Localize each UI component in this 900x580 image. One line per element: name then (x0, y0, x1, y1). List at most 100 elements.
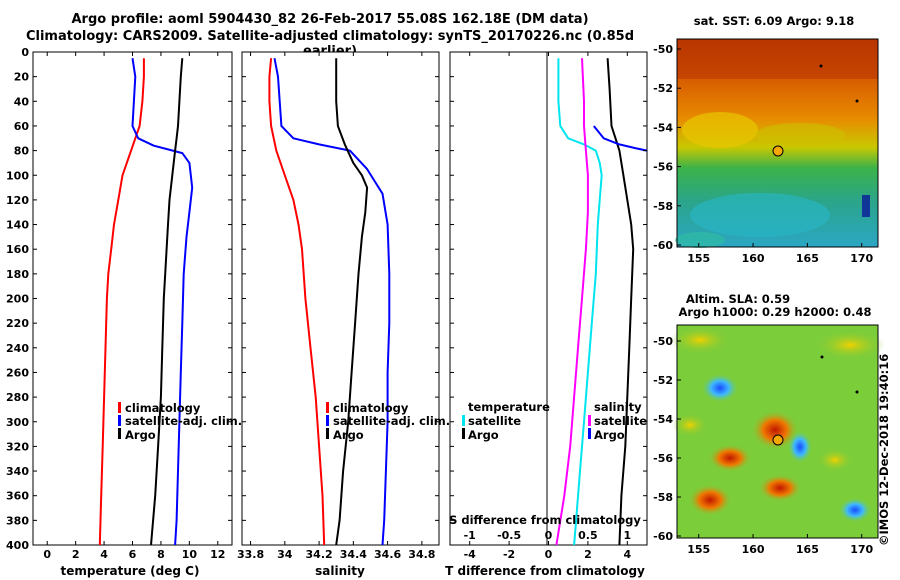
credit-stamp: ©IMOS 12-Dec-2018 19:40:16 (877, 354, 891, 546)
sla-warm-eddy (708, 444, 752, 472)
temperature-legend: climatology satellite-adj. clim. Argo (118, 401, 242, 442)
sla-cold-eddy (839, 498, 871, 522)
s-diff-tick-label: -0.5 (497, 529, 521, 542)
temperature-series (98, 58, 194, 546)
series-line-argo (150, 58, 184, 546)
sla-cold-eddy (788, 431, 812, 463)
salinity-profile-panel: salinity climatology satellite-adj. clim… (237, 51, 450, 578)
depth-tick-label: 280 (6, 391, 29, 404)
lon-tick-label: 160 (742, 543, 765, 556)
sst-cold-region-2 (675, 232, 725, 248)
depth-tick-label: 320 (6, 440, 29, 453)
depth-tick-label: 400 (6, 539, 29, 552)
depth-tick-label: 100 (6, 169, 29, 182)
lat-tick-label: -54 (653, 121, 673, 134)
s-diff-tick-label: 1 (623, 529, 631, 542)
depth-tick-label: 60 (14, 120, 30, 133)
depth-tick-label: 300 (6, 416, 29, 429)
legend-salinity: salinity (594, 400, 642, 414)
lon-tick-label: 165 (796, 543, 819, 556)
legend-t-argo: Argo (468, 428, 499, 442)
series-line-t-satellite (557, 58, 603, 546)
s-diff-tick-label: -1 (464, 529, 476, 542)
sla-warm-eddy (751, 410, 799, 450)
x-tick-label: 34.6 (374, 548, 401, 561)
argo-float-marker (772, 434, 784, 446)
sla-map-frame (676, 324, 879, 539)
lon-tick-label: 170 (850, 543, 873, 556)
depth-tick-label: 240 (6, 342, 29, 355)
x-tick-label: 33.8 (237, 548, 264, 561)
sst-warm-band (677, 39, 878, 79)
legend-swatch-climatology (326, 402, 329, 413)
legend-swatch-climatology (118, 402, 121, 413)
temperature-profile-panel: temperature (deg C) climatology satellit… (6, 46, 242, 578)
depth-tick-label: 340 (6, 465, 29, 478)
sst-dot (855, 99, 859, 103)
depth-tick-label: 180 (6, 268, 29, 281)
lat-tick-label: -52 (653, 374, 673, 387)
legend-swatch-s-satellite (588, 415, 591, 426)
legend-climatology: climatology (125, 401, 201, 415)
depth-tick-label: 40 (14, 95, 30, 108)
depth-tick-label: 360 (6, 490, 29, 503)
legend-argo: Argo (333, 428, 364, 442)
legend-swatch-satellite (118, 415, 121, 426)
series-line-s-argo (593, 125, 648, 152)
legend-swatch-satellite (326, 415, 329, 426)
series-line-s-satellite (555, 58, 589, 546)
difference-axes-frame (449, 51, 648, 546)
series-line-climatology (268, 58, 326, 546)
salinity-x-label: salinity (315, 564, 365, 578)
lat-tick-label: -58 (653, 491, 673, 504)
temperature-axes-frame (32, 51, 233, 546)
lon-tick-label: 155 (687, 252, 710, 265)
depth-tick-label: 20 (14, 71, 30, 84)
difference-x-label: T difference from climatology (445, 564, 645, 578)
x-tick-label: 34.8 (408, 548, 435, 561)
depth-tick-label: 260 (6, 366, 29, 379)
s-difference-axis: -1 -0.5 0 0.5 1 (464, 529, 632, 542)
argo-float-marker (772, 145, 784, 157)
salinity-series (268, 58, 391, 546)
depth-tick-label: 160 (6, 243, 29, 256)
lat-tick-label: -54 (653, 413, 673, 426)
legend-swatch-s-argo (588, 428, 591, 439)
sst-front-yellow-2 (755, 123, 845, 147)
sla-anomaly (817, 448, 853, 472)
series-line-satellite-adj-clim- (273, 58, 391, 546)
lon-tick-label: 165 (796, 252, 819, 265)
sla-anomaly (670, 326, 730, 354)
x-tick-label: -2 (503, 548, 515, 561)
lat-tick-label: -60 (653, 530, 673, 543)
sla-dot (820, 355, 824, 359)
legend-temperature: temperature (468, 400, 550, 414)
x-tick-label: 34.4 (340, 548, 367, 561)
legend-argo: Argo (125, 428, 156, 442)
sst-map: sat. SST: 6.09 Argo: 9.18 155 160 165 170 -5… (653, 14, 879, 265)
sst-map-axes: 155 160 165 170 -50 -52 -54 -56 -58 -60 (653, 43, 873, 265)
depth-tick-label: 0 (21, 46, 29, 59)
x-tick-label: 12 (210, 548, 225, 561)
x-tick-label: 34.2 (306, 548, 333, 561)
sst-dot (819, 64, 823, 68)
series-line-satellite-adj-clim- (131, 58, 194, 546)
x-tick-label: 8 (157, 548, 165, 561)
x-tick-label: 4 (623, 548, 631, 561)
x-tick-label: 10 (182, 548, 198, 561)
depth-tick-label: 120 (6, 194, 29, 207)
legend-s-satellite: satellite (594, 414, 647, 428)
sla-anomaly (815, 330, 885, 360)
series-line-t-argo (606, 58, 635, 546)
x-tick-label: -4 (464, 548, 477, 561)
x-tick-label: 4 (100, 548, 108, 561)
legend-swatch-t-satellite (462, 415, 465, 426)
sst-front-yellow (682, 112, 758, 148)
temperature-x-label: temperature (deg C) (61, 564, 200, 578)
sla-warm-eddy (688, 484, 732, 516)
x-tick-label: 34 (277, 548, 293, 561)
x-tick-label: 0 (43, 548, 51, 561)
sla-warm-eddy (758, 474, 802, 502)
legend-swatch-argo (118, 428, 121, 439)
